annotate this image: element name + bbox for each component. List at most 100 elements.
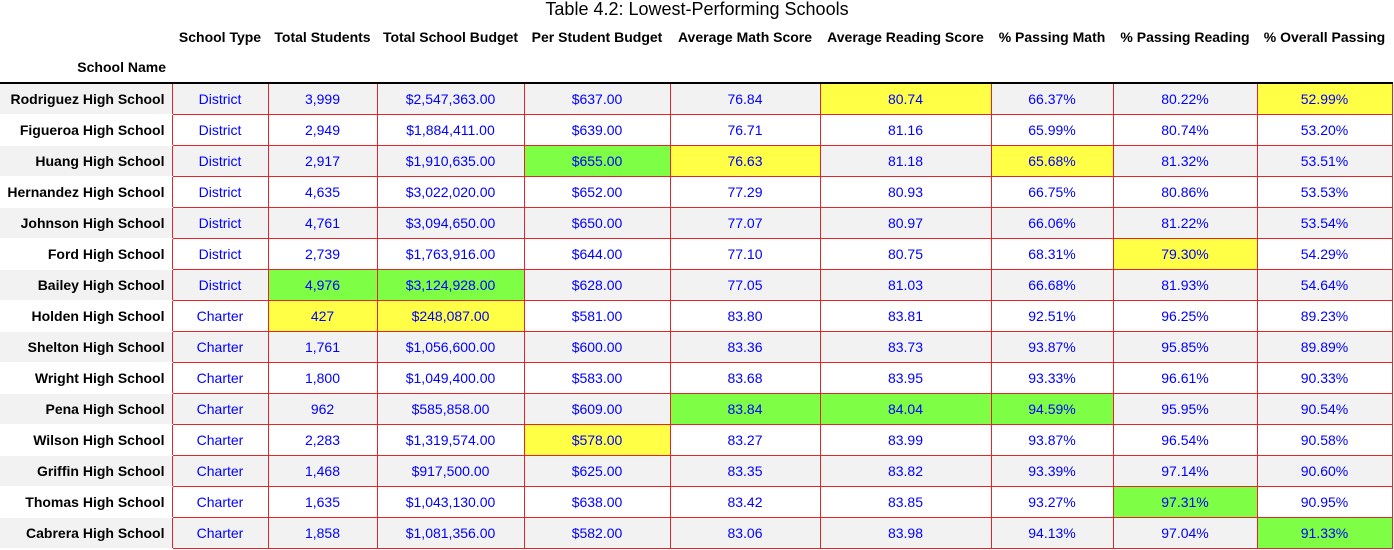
table-cell: Charter bbox=[171, 516, 269, 549]
table-row: Hernandez High School District 4,635 $3,022… bbox=[0, 175, 1393, 208]
table-cell: $582.00 bbox=[523, 516, 671, 549]
table-cell: $652.00 bbox=[523, 175, 671, 208]
table-cell: 81.18 bbox=[819, 144, 992, 177]
table-cell: 90.60% bbox=[1256, 454, 1393, 487]
table-cell: 77.29 bbox=[669, 175, 821, 208]
table-cell: 92.51% bbox=[990, 299, 1114, 332]
table-cell: Charter bbox=[171, 330, 269, 363]
table-cell: $581.00 bbox=[523, 299, 671, 332]
table-cell: $1,043,130.00 bbox=[376, 485, 525, 518]
table-row: Cabrera High School Charter 1,858 $1,081,35… bbox=[0, 516, 1393, 549]
table-row: Shelton High School Charter 1,761 $1,056,60… bbox=[0, 330, 1393, 363]
table-row: Thomas High School Charter 1,635 $1,043,130… bbox=[0, 485, 1393, 518]
table-cell: District bbox=[171, 175, 269, 208]
table-row: Holden High School Charter 427 $248,087.00 $… bbox=[0, 299, 1393, 332]
school-name-cell: Bailey High School bbox=[0, 269, 172, 301]
table-cell: $644.00 bbox=[523, 237, 671, 270]
table-cell: 2,917 bbox=[267, 144, 378, 177]
table-cell: 54.64% bbox=[1256, 268, 1393, 301]
table-cell: 2,739 bbox=[267, 237, 378, 270]
table-cell: 76.84 bbox=[669, 82, 821, 115]
table-cell: 83.42 bbox=[669, 485, 821, 518]
empty-header-cell bbox=[377, 52, 524, 84]
table-body: Rodriguez High School District 3,999 $2,547… bbox=[0, 82, 1393, 549]
table-cell: 94.13% bbox=[990, 516, 1114, 549]
column-header-row: School Type Total Students Total School … bbox=[0, 22, 1392, 52]
table-cell: 2,949 bbox=[267, 113, 378, 146]
table-row: Pena High School Charter 962 $585,858.00 $60… bbox=[0, 392, 1393, 425]
table-cell: $1,049,400.00 bbox=[376, 361, 525, 394]
table-cell: 83.81 bbox=[819, 299, 992, 332]
table-cell: 53.51% bbox=[1256, 144, 1393, 177]
table-cell: 97.14% bbox=[1112, 454, 1258, 487]
table-cell: 90.58% bbox=[1256, 423, 1393, 456]
index-header: School Name bbox=[0, 52, 172, 84]
table-cell: 83.99 bbox=[819, 423, 992, 456]
column-header: % Passing Math bbox=[998, 29, 1106, 45]
table-cell: 97.31% bbox=[1112, 485, 1258, 518]
table-cell: 65.99% bbox=[990, 113, 1114, 146]
table-row: Ford High School District 2,739 $1,763,916.… bbox=[0, 237, 1393, 270]
table-row: Huang High School District 2,917 $1,910,635… bbox=[0, 144, 1393, 177]
table-cell: 94.59% bbox=[990, 392, 1114, 425]
empty-header-cell bbox=[991, 52, 1113, 84]
column-header: Total Students bbox=[274, 29, 371, 45]
column-header: Per Student Budget bbox=[531, 29, 663, 45]
table-cell: 4,976 bbox=[267, 268, 378, 301]
school-name-cell: Pena High School bbox=[0, 393, 172, 425]
table-cell: 3,999 bbox=[267, 82, 378, 115]
table-cell: 1,635 bbox=[267, 485, 378, 518]
school-name-cell: Ford High School bbox=[0, 238, 172, 270]
table-cell: Charter bbox=[171, 485, 269, 518]
table-cell: $1,056,600.00 bbox=[376, 330, 525, 363]
table-cell: $655.00 bbox=[523, 144, 671, 177]
table-cell: District bbox=[171, 144, 269, 177]
table-cell: 79.30% bbox=[1112, 237, 1258, 270]
school-name-cell: Huang High School bbox=[0, 145, 172, 177]
table-cell: 53.54% bbox=[1256, 206, 1393, 239]
table-cell: 1,858 bbox=[267, 516, 378, 549]
table-cell: 76.63 bbox=[669, 144, 821, 177]
table-cell: $578.00 bbox=[523, 423, 671, 456]
table-row: Rodriguez High School District 3,999 $2,547… bbox=[0, 82, 1393, 115]
table-cell: 66.06% bbox=[990, 206, 1114, 239]
table-cell: 80.74% bbox=[1112, 113, 1258, 146]
table-cell: 427 bbox=[267, 299, 378, 332]
table-cell: 83.36 bbox=[669, 330, 821, 363]
table-cell: $1,763,916.00 bbox=[376, 237, 525, 270]
table-cell: $628.00 bbox=[523, 268, 671, 301]
column-header: School Type bbox=[178, 29, 262, 45]
column-header: Average Reading Score bbox=[827, 29, 984, 45]
table-cell: $585,858.00 bbox=[376, 392, 525, 425]
table-cell: 81.93% bbox=[1112, 268, 1258, 301]
table-cell: 77.05 bbox=[669, 268, 821, 301]
table-cell: $600.00 bbox=[523, 330, 671, 363]
table-cell: 93.39% bbox=[990, 454, 1114, 487]
table-cell: 83.98 bbox=[819, 516, 992, 549]
table-cell: 93.87% bbox=[990, 423, 1114, 456]
empty-header-cell bbox=[1113, 52, 1257, 84]
table-cell: $637.00 bbox=[523, 82, 671, 115]
table-header: School Type Total Students Total School … bbox=[0, 22, 1392, 84]
table-cell: 1,468 bbox=[267, 454, 378, 487]
table-cell: $1,910,635.00 bbox=[376, 144, 525, 177]
table-cell: 93.33% bbox=[990, 361, 1114, 394]
table-cell: 66.37% bbox=[990, 82, 1114, 115]
table-cell: 96.61% bbox=[1112, 361, 1258, 394]
table-cell: 77.07 bbox=[669, 206, 821, 239]
column-header: % Overall Passing bbox=[1263, 29, 1386, 45]
empty-header-cell bbox=[524, 52, 670, 84]
school-name-cell: Griffin High School bbox=[0, 455, 172, 487]
table-cell: 91.33% bbox=[1256, 516, 1393, 549]
table-cell: District bbox=[171, 237, 269, 270]
table-cell: 83.35 bbox=[669, 454, 821, 487]
table-cell: 90.33% bbox=[1256, 361, 1393, 394]
table-cell: 54.29% bbox=[1256, 237, 1393, 270]
corner-cell bbox=[0, 22, 172, 52]
school-name-cell: Cabrera High School bbox=[0, 517, 172, 549]
column-header: Average Math Score bbox=[677, 29, 813, 45]
table-cell: 96.54% bbox=[1112, 423, 1258, 456]
table-cell: $1,081,356.00 bbox=[376, 516, 525, 549]
empty-header-cell bbox=[820, 52, 991, 84]
table-cell: $3,094,650.00 bbox=[376, 206, 525, 239]
